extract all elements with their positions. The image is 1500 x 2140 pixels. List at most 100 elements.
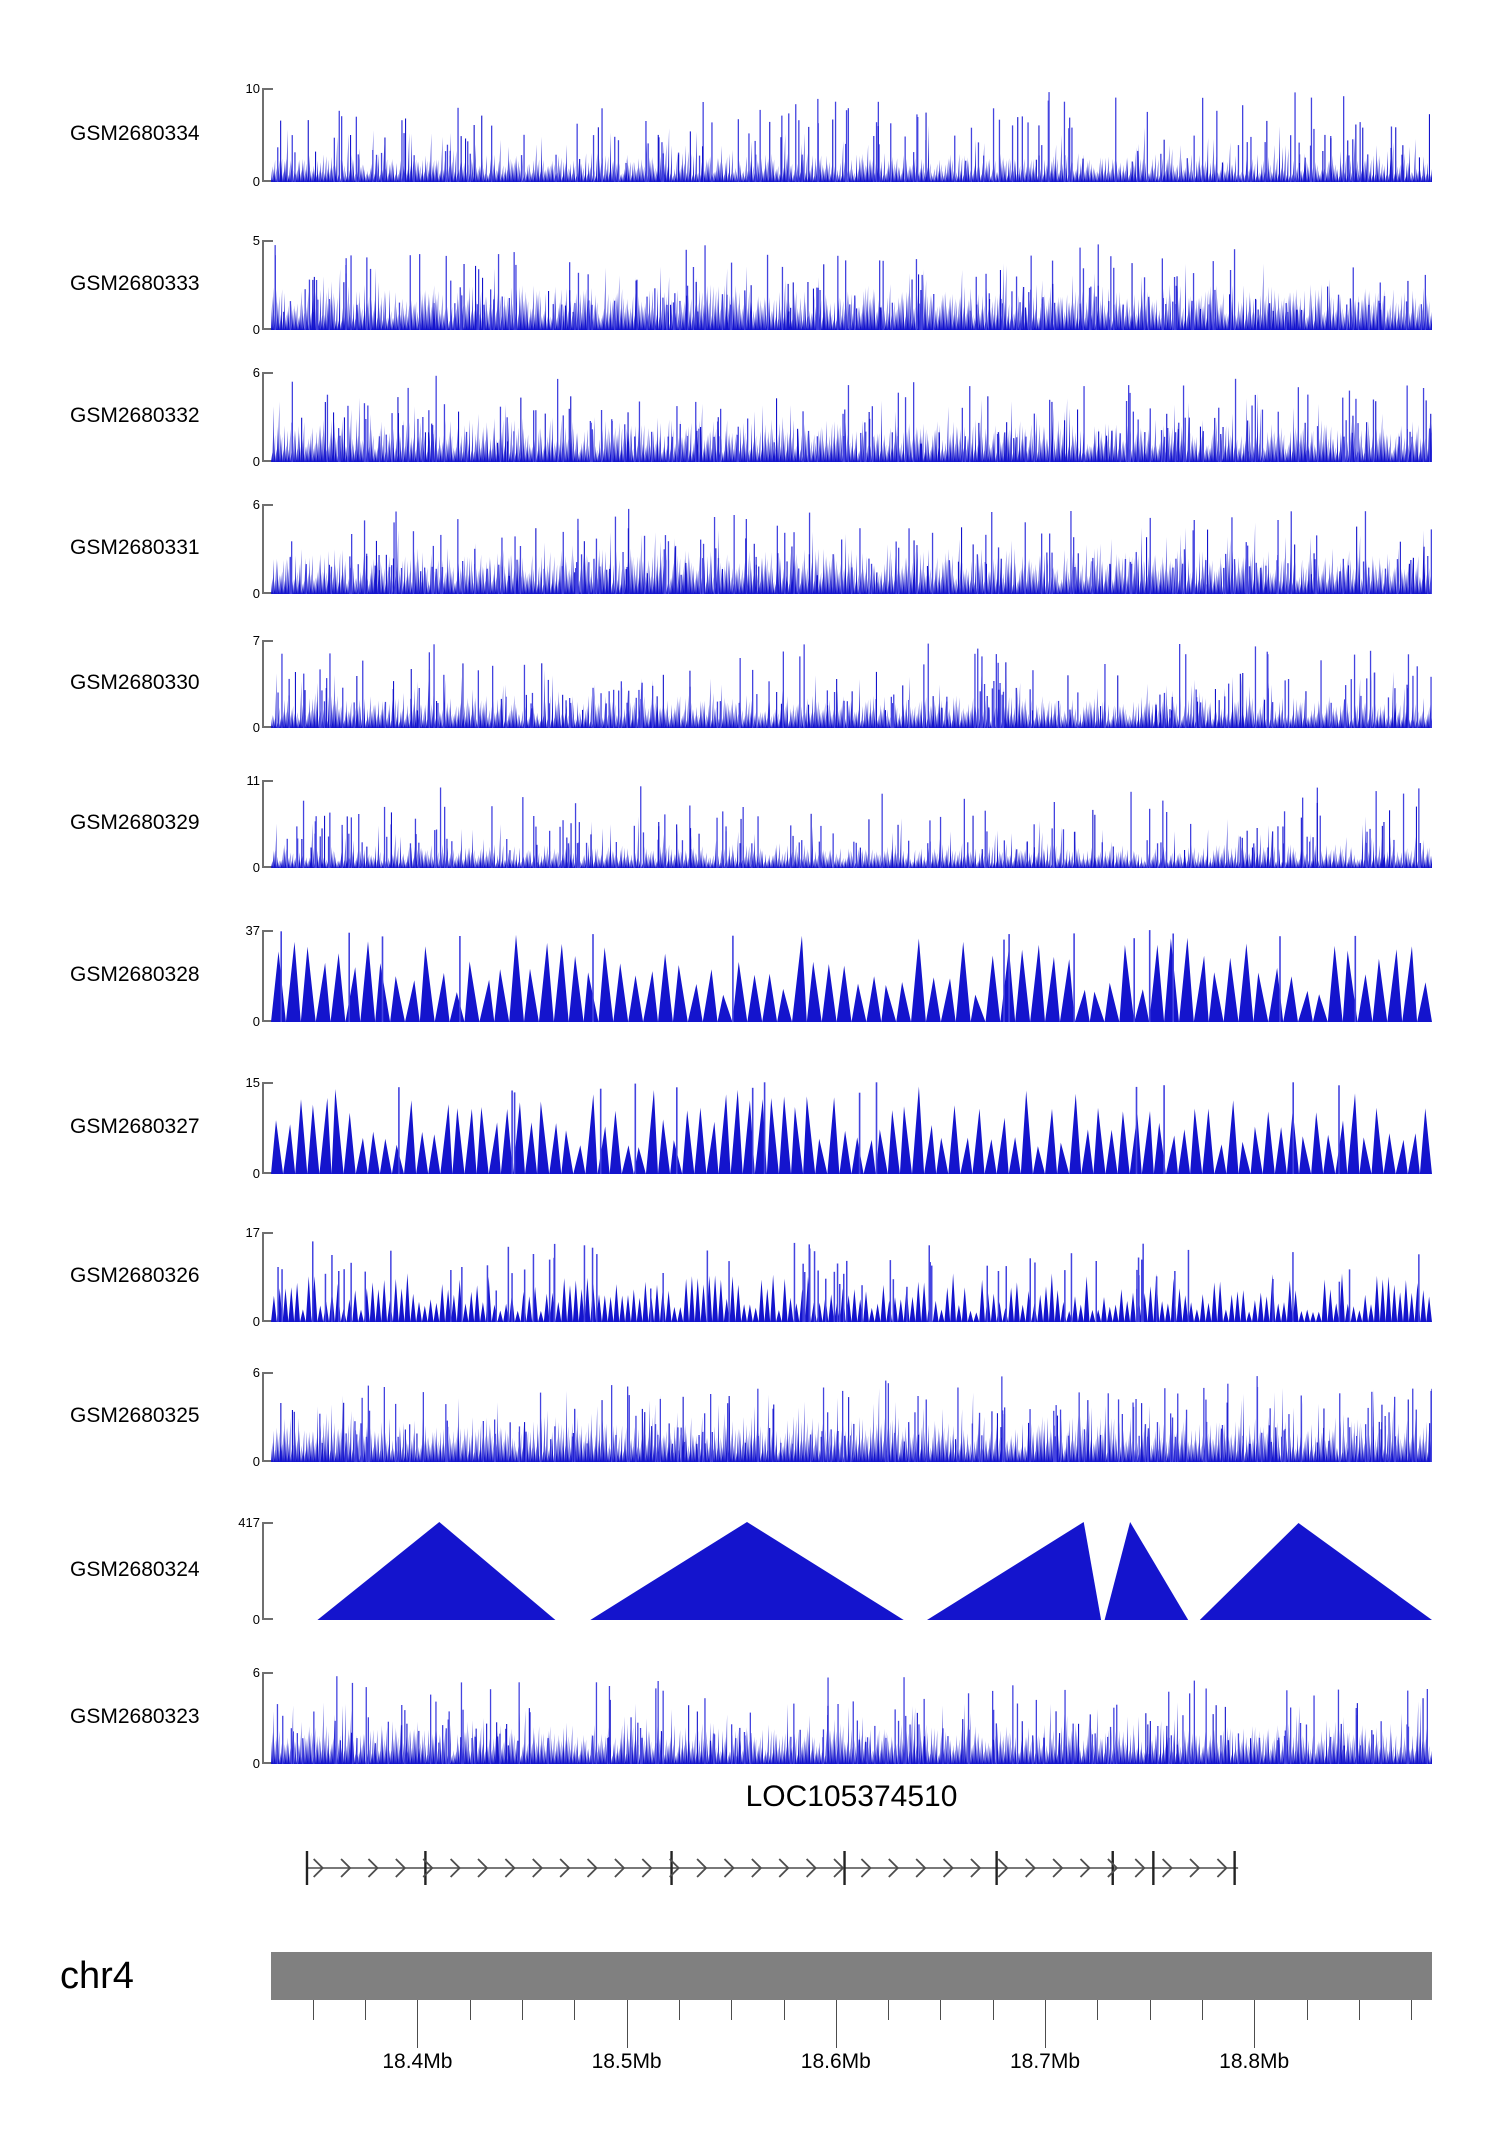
y-axis-tick <box>262 1522 273 1524</box>
y-axis-tick <box>262 504 273 506</box>
coverage-track-gsm2680329[interactable]: GSM2680329 11 0 <box>0 774 1500 874</box>
y-axis-max-label: 10 <box>245 81 260 96</box>
gene-model-track[interactable] <box>271 1840 1432 1896</box>
y-axis-tick <box>262 1762 273 1764</box>
ruler-minor-tick <box>574 2000 576 2020</box>
ruler-minor-tick <box>469 2000 471 2020</box>
coverage-plot[interactable] <box>271 240 1432 330</box>
coverage-track-gsm2680325[interactable]: GSM2680325 6 0 <box>0 1366 1500 1468</box>
y-axis-tick <box>262 1082 273 1084</box>
coverage-track-gsm2680331[interactable]: GSM2680331 6 0 <box>0 498 1500 600</box>
coverage-track-gsm2680334[interactable]: GSM2680334 10 0 <box>0 82 1500 188</box>
y-axis-labels: 10 0 <box>240 82 268 188</box>
y-axis-min-label: 0 <box>252 720 260 735</box>
coverage-plot[interactable] <box>271 930 1432 1022</box>
ruler-major-tick <box>1045 2000 1046 2048</box>
y-axis-tick <box>262 1320 273 1322</box>
coverage-plot[interactable] <box>271 780 1432 868</box>
coverage-track-gsm2680326[interactable]: GSM2680326 17 0 <box>0 1226 1500 1328</box>
y-axis-max-label: 15 <box>245 1075 260 1090</box>
ruler-major-tick <box>417 2000 419 2048</box>
track-label: GSM2680330 <box>70 671 200 694</box>
chromosome-ideogram-bar[interactable] <box>271 1952 1432 2000</box>
y-axis-max-label: 5 <box>252 233 260 248</box>
coverage-plot[interactable] <box>271 1232 1432 1322</box>
coverage-plot[interactable] <box>271 1522 1432 1620</box>
coverage-plot[interactable] <box>271 88 1432 182</box>
y-axis-tick <box>262 1672 273 1674</box>
y-axis-max-label: 17 <box>245 1225 260 1240</box>
y-axis-max-label: 11 <box>246 773 261 788</box>
track-label: GSM2680334 <box>70 122 200 145</box>
ruler-minor-tick <box>312 2000 314 2020</box>
y-axis-max-label: 6 <box>252 497 260 512</box>
coverage-track-gsm2680328[interactable]: GSM2680328 37 0 <box>0 924 1500 1028</box>
y-axis-min-label: 0 <box>252 1166 260 1181</box>
y-axis-labels: 37 0 <box>240 924 268 1028</box>
ruler-minor-tick <box>1201 2000 1203 2020</box>
ruler-minor-tick <box>678 2000 680 2020</box>
y-axis-labels: 17 0 <box>240 1226 268 1328</box>
y-axis-tick <box>262 88 273 90</box>
coverage-track-gsm2680333[interactable]: GSM2680333 5 0 <box>0 234 1500 336</box>
coverage-plot[interactable] <box>271 640 1432 728</box>
y-axis-min-label: 0 <box>252 322 260 337</box>
coverage-plot[interactable] <box>271 1082 1432 1174</box>
coverage-track-gsm2680323[interactable]: GSM2680323 6 0 <box>0 1666 1500 1770</box>
ruler-label: 18.7Mb <box>1009 2050 1081 2073</box>
ruler-major-tick <box>1254 2000 1256 2048</box>
coverage-track-gsm2680332[interactable]: GSM2680332 6 0 <box>0 366 1500 468</box>
y-axis-tick <box>262 640 273 642</box>
coverage-plot[interactable] <box>271 1672 1432 1764</box>
y-axis-line <box>262 372 264 462</box>
ruler-minor-tick <box>522 2000 523 2020</box>
y-axis-min-label: 0 <box>252 1612 260 1627</box>
y-axis-line <box>262 1372 264 1462</box>
y-axis-line <box>262 1522 264 1620</box>
coverage-track-gsm2680324[interactable]: GSM2680324 417 0 <box>0 1516 1500 1626</box>
coverage-track-gsm2680330[interactable]: GSM2680330 7 0 <box>0 634 1500 734</box>
y-axis-tick <box>262 592 273 594</box>
ruler-label: 18.8Mb <box>1219 2050 1290 2073</box>
y-axis-tick <box>262 780 273 782</box>
coverage-plot[interactable] <box>271 372 1432 462</box>
track-label: GSM2680333 <box>70 272 200 295</box>
track-label: GSM2680332 <box>70 404 200 427</box>
y-axis-tick <box>262 1172 273 1174</box>
y-axis-line <box>262 240 264 330</box>
ruler-minor-tick <box>940 2000 942 2020</box>
y-axis-line <box>262 640 264 728</box>
y-axis-tick <box>262 1460 273 1462</box>
track-label: GSM2680326 <box>70 1264 200 1287</box>
y-axis-min-label: 0 <box>252 1756 260 1771</box>
y-axis-min-label: 0 <box>252 1314 260 1329</box>
coverage-track-gsm2680327[interactable]: GSM2680327 15 0 <box>0 1076 1500 1180</box>
ruler-major-tick <box>835 2000 837 2048</box>
coverage-plot[interactable] <box>271 504 1432 594</box>
y-axis-tick <box>262 1618 273 1620</box>
track-label: GSM2680327 <box>70 1115 200 1138</box>
ruler-minor-tick <box>992 2000 994 2020</box>
ruler-minor-tick <box>1149 2000 1151 2020</box>
y-axis-max-label: 6 <box>252 1365 260 1380</box>
y-axis-line <box>262 780 264 868</box>
y-axis-labels: 11 0 <box>240 774 268 874</box>
ideogram-and-ruler[interactable]: 18.4Mb 18.5Mb 18.6Mb 18.7Mb 18.8Mb <box>271 1952 1432 2117</box>
ruler-minor-tick <box>1097 2000 1099 2020</box>
y-axis-tick <box>262 372 273 374</box>
y-axis-tick <box>262 726 273 728</box>
ruler-label: 18.5Mb <box>591 2050 662 2073</box>
y-axis-line <box>262 504 264 594</box>
y-axis-min-label: 0 <box>252 860 260 875</box>
ruler-major-tick <box>626 2000 628 2048</box>
y-axis-min-label: 0 <box>252 454 260 469</box>
y-axis-tick <box>262 866 273 868</box>
y-axis-labels: 417 0 <box>238 1516 268 1626</box>
y-axis-tick <box>262 1232 273 1234</box>
track-label: GSM2680324 <box>70 1558 200 1581</box>
coverage-plot[interactable] <box>271 1372 1432 1462</box>
track-label: GSM2680323 <box>70 1705 200 1728</box>
